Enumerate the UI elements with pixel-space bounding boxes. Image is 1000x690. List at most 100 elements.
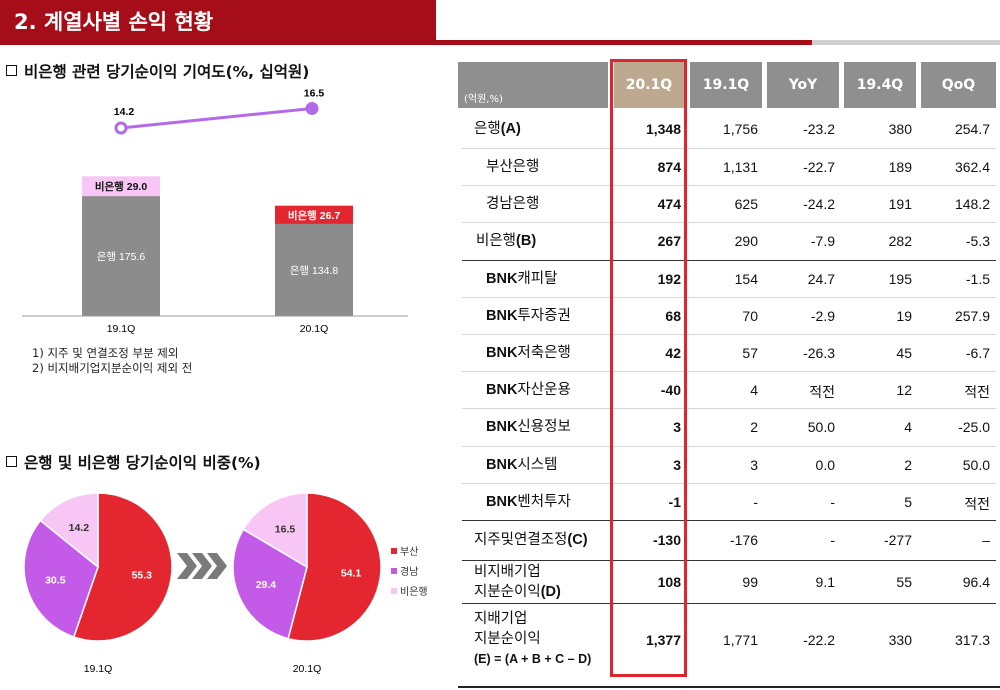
row-label-code: (B) <box>516 233 537 249</box>
table-cell: 330 <box>888 632 912 648</box>
table-cell: 282 <box>888 233 912 249</box>
table-cell: 1,771 <box>722 632 758 648</box>
row-label-text: 비지배기업 <box>474 564 541 580</box>
share-pie-charts: 55.3 30.5 14.2 54.1 29.4 16.5 19.1Q 20.1Q 부산… <box>23 492 428 675</box>
table-cell: 3 <box>750 457 758 473</box>
table-cell: 1,756 <box>722 121 758 137</box>
row-label-text: 경남은행 <box>486 196 540 212</box>
contribution-chart: 14.2 16.5 은행 175.6 비은행 29.0 은행 134.8 비은행… <box>22 87 408 335</box>
table-cell: -1 <box>668 494 681 510</box>
highlight-column-box <box>610 59 687 677</box>
table-cell: 189 <box>888 159 912 175</box>
table-cell: -23.2 <box>803 121 835 137</box>
row-label-text: 캐피탈 <box>517 271 558 287</box>
table-cell: 192 <box>657 271 681 287</box>
table-bottom-border <box>458 686 1000 688</box>
page-title: 2. 계열사별 손익 현황 <box>14 10 214 34</box>
table-cell: 625 <box>734 196 758 212</box>
row-separator <box>462 260 996 261</box>
table-cell: -40 <box>660 382 681 398</box>
table-cell: 362.4 <box>954 159 990 175</box>
footnote-2: 2) 비지배기업지분순이익 제외 전 <box>32 361 193 375</box>
pie-section-heading: 은행 및 비은행 당기순이익 비중(%) <box>6 451 261 473</box>
table-cell: 474 <box>657 196 681 212</box>
row-separator <box>462 222 996 223</box>
row-label-text-line2: 지분순이익 <box>474 631 541 647</box>
pie-label-nonbank: 14.2 <box>69 522 90 534</box>
row-separator <box>462 297 996 298</box>
table-cell: 적전 <box>809 384 835 400</box>
row-label: 비지배기업 지분순이익(D) <box>474 562 561 602</box>
table-cell: 적전 <box>964 496 990 512</box>
table-cell: -26.3 <box>803 345 835 361</box>
row-label: 지주및연결조정(C) <box>474 530 588 550</box>
table-cell: 4 <box>750 382 758 398</box>
bar-bank-label-19-1q: 은행 175.6 <box>97 251 146 263</box>
pie-label-gyeongnam: 29.4 <box>256 579 277 591</box>
row-label-text: 저축은행 <box>517 345 571 361</box>
table-cell: -22.2 <box>803 632 835 648</box>
pie-chart-20-1q: 54.1 29.4 16.5 <box>232 492 382 642</box>
pie-label-nonbank: 16.5 <box>275 523 296 535</box>
table-cell: 12 <box>896 382 912 398</box>
row-label-prefix: BNK <box>486 382 518 398</box>
table-cell: 24.7 <box>807 271 835 287</box>
table-cell: 317.3 <box>954 632 990 648</box>
table-cell: 4 <box>904 419 912 435</box>
row-label-text: 지배기업 <box>474 611 528 627</box>
bar-bank-20-1q <box>275 223 353 316</box>
row-separator <box>462 185 996 186</box>
row-label-formula: (E) = (A + B + C – D) <box>474 652 592 666</box>
title-underline-gray <box>812 40 1000 45</box>
row-label-text: 벤처투자 <box>517 494 571 510</box>
table-cell: -24.2 <box>803 196 835 212</box>
row-separator <box>462 483 996 484</box>
row-label-prefix: BNK <box>486 345 518 361</box>
bar-category-20-1q: 20.1Q <box>300 323 329 335</box>
row-separator <box>462 148 996 149</box>
title-underline <box>0 40 812 45</box>
table-cell: 55 <box>896 574 912 590</box>
pie-label-busan: 55.3 <box>132 569 153 581</box>
pie-category-19-1q: 19.1Q <box>84 663 113 675</box>
table-cell: 2 <box>750 419 758 435</box>
bar-nonbank-20-1q <box>275 205 353 224</box>
table-cell: -277 <box>883 532 912 548</box>
table-cell: 1,377 <box>645 632 681 648</box>
row-label: BNK시스템 <box>486 455 557 475</box>
table-cell: 70 <box>742 308 758 324</box>
table-cell: 257.9 <box>954 308 990 324</box>
col-header-yoy: YoY <box>767 62 839 108</box>
legend-nonbank-swatch <box>391 588 397 594</box>
table-cell: 96.4 <box>962 574 990 590</box>
pie-slice-busan <box>287 492 382 642</box>
pie-slice-nonbank <box>242 492 308 569</box>
table-cell: 5 <box>904 494 912 510</box>
bar-category-19-1q: 19.1Q <box>107 323 136 335</box>
trend-label-19-1q: 14.2 <box>114 106 135 118</box>
table-cell: 380 <box>888 121 912 137</box>
legend-busan-label: 부산 <box>400 546 418 558</box>
table-cell: -6.7 <box>965 345 990 361</box>
row-label-text: 시스템 <box>517 457 558 473</box>
pie-category-20-1q: 20.1Q <box>293 663 322 675</box>
bar-group-20-1q: 은행 134.8 비은행 26.7 <box>275 205 353 316</box>
table-cell: 50.0 <box>807 419 835 435</box>
pie-section-title: 은행 및 비은행 당기순이익 비중(%) <box>24 454 261 472</box>
row-label-code: (C) <box>567 532 588 548</box>
table-cell: -176 <box>729 532 758 548</box>
contribution-trend-line <box>120 106 313 130</box>
table-cell: 191 <box>888 196 912 212</box>
table-cell: - <box>830 532 835 548</box>
table-cell: - <box>830 494 835 510</box>
row-separator <box>462 603 996 604</box>
table-cell: 154 <box>734 271 758 287</box>
footnotes: 1) 지주 및 연결조정 부분 제외 2) 비지배기업지분순이익 제외 전 <box>32 346 192 376</box>
table-cell: -5.3 <box>965 233 990 249</box>
table-cell: 적전 <box>964 384 990 400</box>
table-cell: -2.9 <box>810 308 835 324</box>
row-label-prefix: BNK <box>486 457 518 473</box>
table-cell: 195 <box>888 271 912 287</box>
legend-busan-swatch <box>391 548 397 554</box>
